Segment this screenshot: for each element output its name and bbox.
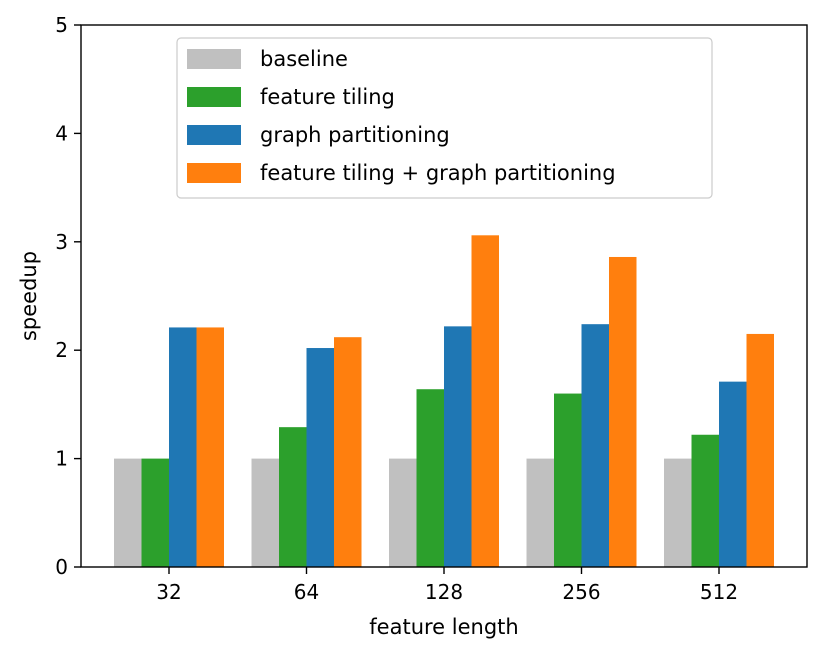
y-tick-label-3: 3 [55,230,68,254]
bar-feature-tiling-32 [141,458,169,567]
bar-graph-partitioning-256 [581,324,609,567]
x-axis-title: feature length [369,615,518,639]
y-axis-title: speedup [17,251,41,341]
x-tick-label-64: 64 [294,580,319,604]
bar-baseline-256 [526,458,554,567]
legend-swatch-baseline [187,49,241,69]
x-tick-label-32: 32 [156,580,181,604]
legend-label-feature-tiling: feature tiling [260,85,395,109]
y-tick-label-1: 1 [55,447,68,471]
legend-swatch-feature-tiling [187,87,241,107]
bar-feature-tiling-256 [554,393,582,567]
bar-feature-tiling-graph-partitioning-32 [196,327,224,567]
legend-swatch-feature-tiling-graph-partitioning [187,163,241,183]
x-tick-label-512: 512 [700,580,738,604]
x-tick-label-256: 256 [562,580,600,604]
bars-layer [114,235,774,568]
bar-feature-tiling-graph-partitioning-256 [609,256,637,567]
bar-feature-tiling-graph-partitioning-512 [746,333,774,567]
bar-baseline-64 [251,458,279,567]
bar-feature-tiling-graph-partitioning-128 [471,235,499,568]
ticks-layer: 0 1 2 3 4 5 32 64 128 256 512 [55,13,738,604]
x-tick-label-128: 128 [425,580,463,604]
legend-label-baseline: baseline [260,47,348,71]
y-tick-label-2: 2 [55,338,68,362]
bar-baseline-128 [389,458,417,567]
bar-graph-partitioning-128 [444,326,472,567]
y-tick-label-4: 4 [55,121,68,145]
bar-feature-tiling-graph-partitioning-64 [334,337,362,567]
bar-baseline-512 [664,458,692,567]
bar-feature-tiling-64 [279,427,307,567]
bar-graph-partitioning-64 [306,348,334,567]
bar-graph-partitioning-512 [719,381,747,567]
bar-graph-partitioning-32 [169,327,197,567]
bar-baseline-32 [114,458,142,567]
legend-swatch-graph-partitioning [187,125,241,145]
legend-box [176,37,713,199]
legend-label-graph-partitioning: graph partitioning [260,123,450,147]
legend-label-feature-tiling-graph-partitioning: feature tiling + graph partitioning [260,161,616,185]
y-tick-label-0: 0 [55,555,68,579]
bar-feature-tiling-128 [416,389,444,567]
bar-feature-tiling-512 [691,434,719,567]
legend: baseline feature tiling graph partitioning… [176,37,713,199]
y-tick-label-5: 5 [55,13,68,37]
